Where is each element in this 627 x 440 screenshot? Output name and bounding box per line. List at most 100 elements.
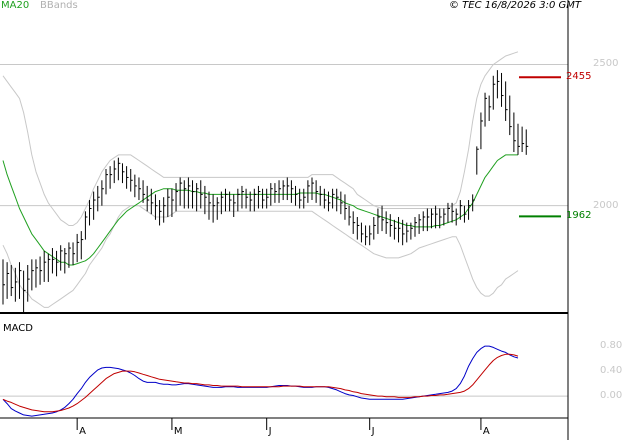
price-bar	[439, 208, 442, 229]
price-bar	[56, 250, 59, 277]
price-bar	[393, 219, 397, 240]
price-bar	[237, 188, 240, 212]
bbands-lower-line	[2, 205, 519, 308]
price-bar	[126, 166, 129, 189]
price-bar	[344, 194, 347, 220]
price-bar	[130, 168, 133, 192]
price-bar	[274, 183, 277, 203]
price-bar	[159, 200, 162, 226]
price-bar	[84, 211, 88, 240]
macd-tick-label: 0.00	[600, 390, 623, 402]
price-bar	[204, 185, 207, 215]
month-label: M	[173, 426, 183, 437]
price-bar	[117, 157, 121, 181]
price-bar	[377, 208, 380, 234]
price-bar	[410, 222, 413, 240]
price-bar	[113, 160, 117, 184]
month-label: J	[268, 426, 272, 437]
price-bar	[327, 191, 331, 212]
price-bar	[319, 185, 323, 206]
price-bar	[278, 180, 282, 203]
price-bar	[443, 208, 446, 226]
price-bar	[138, 177, 141, 201]
price-bar	[365, 225, 368, 246]
price-bar	[455, 208, 459, 226]
price-bar	[89, 200, 92, 226]
price-bar	[480, 112, 483, 150]
price-bar	[414, 216, 417, 237]
price-bar	[64, 248, 67, 274]
ma20-line	[2, 154, 518, 266]
price-bar	[463, 205, 467, 223]
price-bar	[266, 188, 269, 209]
price-bar	[336, 188, 339, 212]
price-bar	[389, 214, 393, 237]
price-bar	[35, 259, 38, 288]
price-bar	[430, 208, 434, 229]
legend-bbands-text: BBands	[40, 0, 78, 11]
price-bar	[196, 183, 199, 212]
price-tick-label: 2000	[593, 199, 619, 211]
price-bar	[146, 185, 150, 212]
price-bar	[208, 191, 211, 220]
price-bar	[352, 211, 356, 234]
price-bar	[241, 185, 244, 209]
legend-ma20-text: MA20	[1, 0, 30, 11]
bbands-upper-line	[2, 51, 519, 226]
macd-panel	[0, 345, 568, 417]
price-bar	[76, 233, 80, 263]
price-bar	[245, 188, 249, 209]
price-bar	[286, 177, 290, 201]
price-bar	[525, 129, 529, 155]
price-bar	[105, 168, 108, 195]
price-bar	[60, 245, 63, 271]
level-label-2455: 2455	[566, 71, 592, 83]
price-bar	[381, 205, 385, 232]
level-label-1962: 1962	[566, 210, 592, 222]
price-bar	[290, 180, 294, 203]
price-bar	[505, 81, 508, 121]
price-bar	[233, 194, 236, 217]
price-bar	[47, 253, 51, 282]
price-bar	[2, 259, 5, 305]
price-bar	[171, 188, 174, 217]
price-bar	[224, 188, 228, 212]
price-bar	[200, 180, 203, 209]
price-bar	[270, 183, 273, 206]
price-bar	[150, 188, 154, 215]
price-bar	[216, 197, 220, 220]
price-bar	[175, 183, 179, 212]
macd-tick-label: 0.80	[600, 340, 623, 352]
price-bar	[476, 146, 479, 175]
macd-line	[2, 345, 519, 417]
price-bar	[121, 163, 125, 184]
price-bar	[163, 197, 166, 223]
price-bar	[373, 216, 376, 240]
price-tick-label: 2500	[593, 58, 619, 70]
price-bar	[356, 216, 360, 240]
price-bar	[109, 166, 113, 189]
price-bar	[369, 225, 372, 246]
month-label: A	[79, 426, 86, 437]
price-bar	[323, 188, 327, 209]
price-bar	[484, 92, 488, 127]
price-bar	[332, 188, 335, 209]
price-bar	[179, 177, 183, 206]
price-bar	[167, 188, 170, 217]
legend-ma20: MA20	[1, 0, 29, 12]
price-bar	[18, 262, 22, 299]
price-bar	[220, 191, 224, 215]
price-bar	[212, 194, 216, 223]
price-bar	[192, 180, 195, 209]
price-bar	[406, 222, 409, 243]
price-bar	[447, 202, 450, 223]
macd-tick-label: 0.40	[600, 365, 623, 377]
price-bar	[80, 231, 84, 260]
price-bar	[31, 259, 34, 291]
price-bar	[97, 185, 100, 212]
price-bar	[422, 211, 426, 232]
price-bar	[101, 180, 104, 206]
price-bar	[257, 185, 261, 209]
price-bar	[435, 205, 438, 229]
